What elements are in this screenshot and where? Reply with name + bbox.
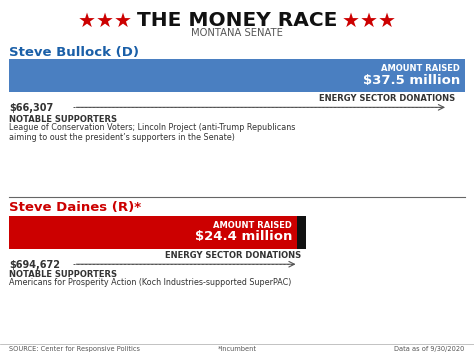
Text: $66,307: $66,307 (9, 103, 54, 113)
Text: ★★★                              ★★★: ★★★ ★★★ (78, 11, 396, 31)
Text: THE MONEY RACE: THE MONEY RACE (116, 11, 358, 31)
Text: NOTABLE SUPPORTERS: NOTABLE SUPPORTERS (9, 270, 118, 279)
Text: Steve Bullock (D): Steve Bullock (D) (9, 46, 139, 59)
Text: SOURCE: Center for Responsive Politics: SOURCE: Center for Responsive Politics (9, 346, 140, 352)
Text: $37.5 million: $37.5 million (363, 74, 460, 87)
Text: NOTABLE SUPPORTERS: NOTABLE SUPPORTERS (9, 115, 118, 124)
Text: ENERGY SECTOR DONATIONS: ENERGY SECTOR DONATIONS (319, 94, 455, 103)
Text: AMOUNT RAISED: AMOUNT RAISED (381, 64, 460, 73)
Text: $24.4 million: $24.4 million (195, 230, 292, 243)
Text: Data as of 9/30/2020: Data as of 9/30/2020 (394, 346, 465, 352)
Text: $694,672: $694,672 (9, 260, 61, 270)
Text: Americans for Prosperity Action (Koch Industries-supported SuperPAC): Americans for Prosperity Action (Koch In… (9, 278, 292, 286)
Bar (297, 216, 306, 249)
Text: *Incumbent: *Incumbent (218, 346, 256, 352)
Text: AMOUNT RAISED: AMOUNT RAISED (213, 221, 292, 230)
Bar (9, 216, 306, 249)
Text: Steve Daines (R)*: Steve Daines (R)* (9, 201, 142, 214)
Text: ENERGY SECTOR DONATIONS: ENERGY SECTOR DONATIONS (164, 251, 301, 260)
Text: League of Conservation Voters; Lincoln Project (anti-Trump Republicans
aiming to: League of Conservation Voters; Lincoln P… (9, 123, 296, 142)
Bar (9, 59, 465, 92)
Text: MONTANA SENATE: MONTANA SENATE (191, 28, 283, 38)
